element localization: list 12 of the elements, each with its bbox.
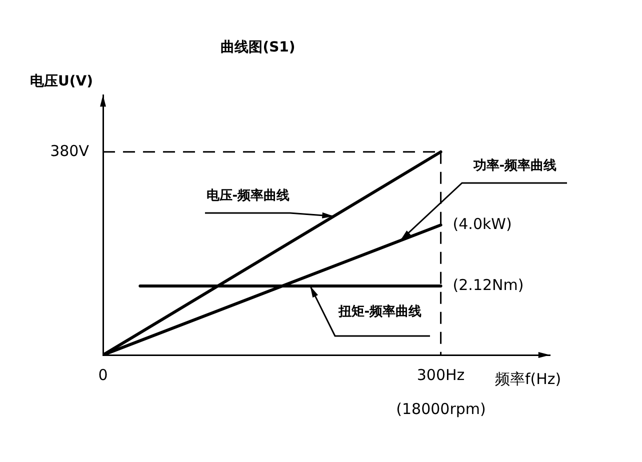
series-label: 扭矩-频率曲线: [337, 303, 422, 320]
x-axis-title: 频率f(Hz): [495, 370, 562, 388]
text: 功率-频率曲线: [472, 157, 557, 174]
y-axis-title: 电压U(V): [30, 74, 93, 90]
annotation: (4.0kW): [452, 214, 512, 233]
text: 电压-频率曲线: [206, 187, 290, 204]
x-tick-label: 0: [98, 366, 108, 384]
text: 380V: [50, 142, 90, 160]
chart-title: 曲线图(S1): [220, 40, 296, 56]
annotation: (2.12Nm): [452, 276, 524, 294]
text: (18000rpm): [396, 400, 486, 418]
x-tick-label: 300Hz: [416, 366, 465, 384]
